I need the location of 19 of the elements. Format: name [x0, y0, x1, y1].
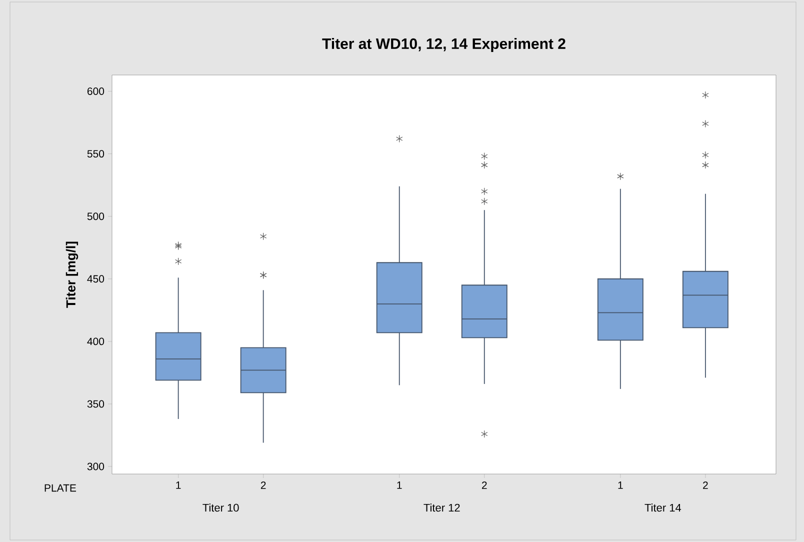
x-tick-label: 2	[482, 482, 487, 489]
y-tick-label: 500	[87, 212, 104, 220]
x-tick-label: 2	[703, 482, 708, 489]
y-tick-label: 350	[87, 400, 104, 408]
y-axis-title: Titer [mg/l]	[66, 242, 78, 308]
y-tick-label: 300	[87, 462, 104, 470]
text: Titer 14	[644, 504, 682, 512]
x-tick-label: 1	[176, 482, 181, 489]
y-tick-label: 450	[87, 275, 104, 283]
x-tick-label: 2	[260, 482, 266, 489]
x-axis-title: PLATE	[44, 484, 76, 492]
chart-title: Titer at WD10, 12, 14 Experiment 2	[322, 38, 566, 52]
y-tick-label: 600	[87, 88, 104, 95]
text: Titer 10	[202, 504, 239, 512]
x-tick-label: 1	[397, 482, 402, 489]
x-tick-label: 1	[618, 482, 623, 489]
y-tick-label: 400	[87, 338, 104, 346]
y-tick-label: 550	[87, 150, 104, 158]
text: Titer 12	[424, 504, 460, 512]
